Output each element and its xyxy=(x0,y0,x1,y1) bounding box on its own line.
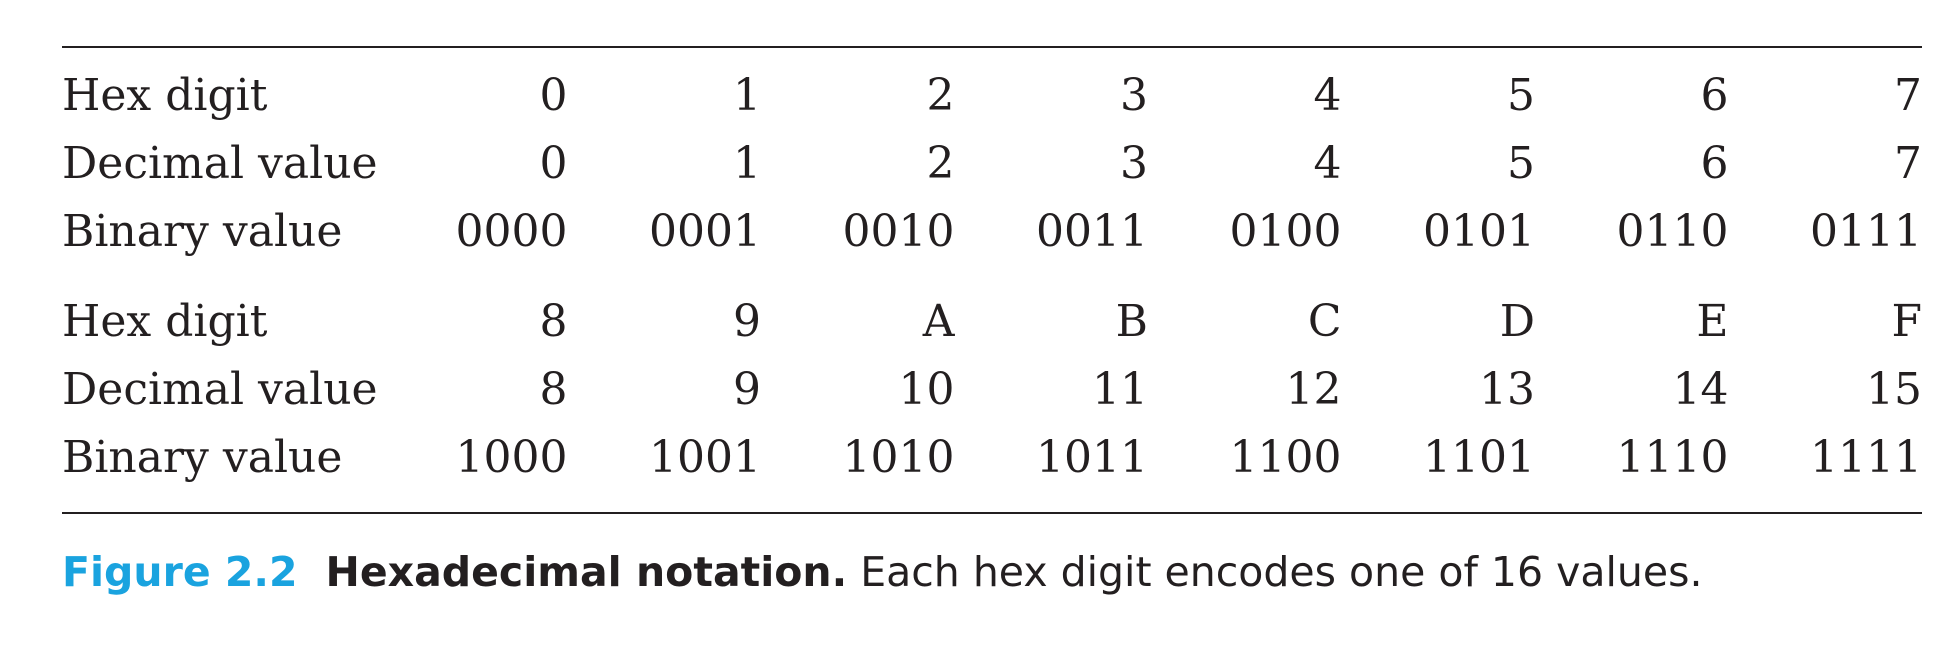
table-cell: 0000 xyxy=(455,206,568,257)
table-cell: 8 xyxy=(539,364,568,415)
table-cell: 0111 xyxy=(1810,206,1922,257)
table-cell: 0011 xyxy=(1036,206,1148,257)
table-cell: 7 xyxy=(1894,138,1922,189)
table-cell: A xyxy=(922,296,955,347)
table-cell: 1000 xyxy=(455,432,568,483)
table-cell: 4 xyxy=(1313,70,1342,121)
table-cell: 13 xyxy=(1479,364,1535,415)
table-cell: 9 xyxy=(733,296,761,347)
table-cell: 0100 xyxy=(1229,206,1342,257)
table-cell: 5 xyxy=(1507,138,1535,189)
figure-number: Figure 2.2 xyxy=(62,548,298,596)
table-cell: 3 xyxy=(1120,138,1148,189)
table-cell: 7 xyxy=(1894,70,1922,121)
table-cell: 1 xyxy=(733,138,761,189)
table-cell: 1001 xyxy=(649,432,761,483)
table-cell: 0 xyxy=(539,138,568,189)
table-cell: 9 xyxy=(733,364,761,415)
table-cell: 1111 xyxy=(1810,432,1922,483)
table-cell: 10 xyxy=(898,364,955,415)
table-top-rule xyxy=(62,46,1922,48)
table-cell: 2 xyxy=(926,138,955,189)
table-cell: 15 xyxy=(1866,364,1922,415)
table-cell: E xyxy=(1696,296,1729,347)
row-label: Binary value xyxy=(62,206,343,257)
table-cell: 1101 xyxy=(1423,432,1535,483)
table-cell: 0010 xyxy=(842,206,955,257)
row-label: Decimal value xyxy=(62,364,378,415)
table-cell: 6 xyxy=(1700,70,1729,121)
table-cell: 2 xyxy=(926,70,955,121)
hex-table: Hex digit 0 1 2 3 4 5 6 7 Decimal value … xyxy=(62,48,1922,492)
row-label: Hex digit xyxy=(62,70,268,121)
table-cell: 8 xyxy=(539,296,568,347)
table-cell: 1 xyxy=(733,70,761,121)
table-cell: 5 xyxy=(1507,70,1535,121)
table-cell: 1010 xyxy=(842,432,955,483)
table-cell: D xyxy=(1499,296,1535,347)
table-cell: 14 xyxy=(1672,364,1729,415)
table-cell: 1011 xyxy=(1036,432,1148,483)
table-cell: 6 xyxy=(1700,138,1729,189)
table-cell: 1110 xyxy=(1616,432,1729,483)
table-row: Hex digit 8 9 A B C D E F xyxy=(62,266,1922,356)
table-cell: 12 xyxy=(1285,364,1342,415)
row-label: Hex digit xyxy=(62,296,268,347)
figure-title: Hexadecimal notation. xyxy=(325,548,848,596)
figure-caption: Figure 2.2 Hexadecimal notation. Each hex… xyxy=(62,548,1922,596)
table-cell: 1100 xyxy=(1229,432,1342,483)
table-cell: 0110 xyxy=(1616,206,1729,257)
table-cell: F xyxy=(1891,296,1922,347)
figure-caption-text: Each hex digit encodes one of 16 values. xyxy=(847,548,1703,596)
table-cell: C xyxy=(1307,296,1342,347)
table-row: Decimal value 8 9 10 11 12 13 14 15 xyxy=(62,356,1922,424)
table-row: Binary value 1000 1001 1010 1011 1100 11… xyxy=(62,424,1922,492)
table-group-0-7: Hex digit 0 1 2 3 4 5 6 7 Decimal value … xyxy=(62,48,1922,266)
table-cell: B xyxy=(1115,296,1148,347)
table-bottom-rule xyxy=(62,512,1922,514)
row-label: Decimal value xyxy=(62,138,378,189)
table-cell: 0101 xyxy=(1423,206,1535,257)
table-cell: 0001 xyxy=(649,206,761,257)
table-group-8-f: Hex digit 8 9 A B C D E F Decimal value … xyxy=(62,266,1922,492)
table-cell: 11 xyxy=(1092,364,1148,415)
table-cell: 0 xyxy=(539,70,568,121)
table-row: Hex digit 0 1 2 3 4 5 6 7 xyxy=(62,48,1922,130)
table-row: Binary value 0000 0001 0010 0011 0100 01… xyxy=(62,198,1922,266)
table-row: Decimal value 0 1 2 3 4 5 6 7 xyxy=(62,130,1922,198)
table-cell: 4 xyxy=(1313,138,1342,189)
figure: Hex digit 0 1 2 3 4 5 6 7 Decimal value … xyxy=(62,46,1922,596)
table-cell: 3 xyxy=(1120,70,1148,121)
row-label: Binary value xyxy=(62,432,343,483)
